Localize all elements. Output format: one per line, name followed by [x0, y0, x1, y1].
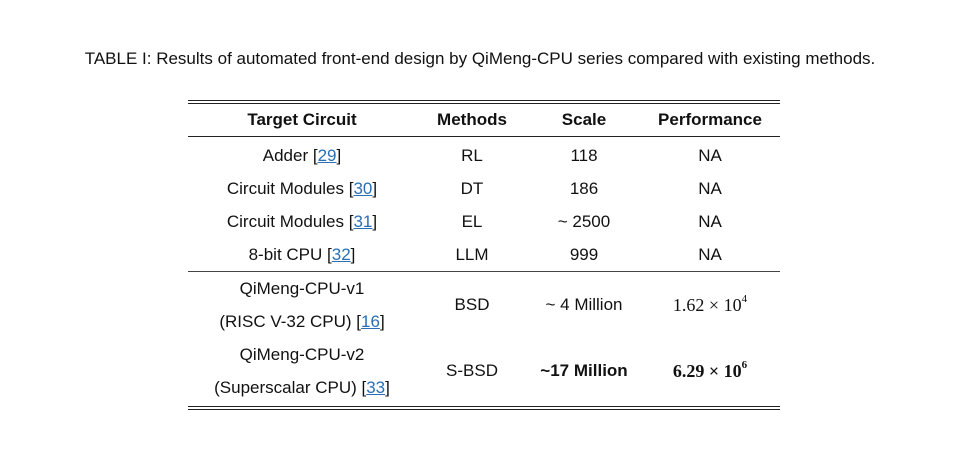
citation-link[interactable]: 33: [366, 378, 386, 397]
cell-method: LLM: [455, 244, 489, 264]
cell-method: RL: [461, 145, 483, 165]
citation-link[interactable]: 31: [353, 211, 373, 231]
cell-performance: NA: [698, 178, 722, 198]
header-methods: Methods: [416, 104, 528, 137]
table-row: 8-bit CPU [32] LLM 999 NA: [188, 238, 780, 272]
cell-target: QiMeng-CPU-v1: [188, 271, 416, 305]
cell-target-sub: (Superscalar CPU) [33]: [214, 378, 390, 397]
cell-scale: 186: [569, 178, 599, 198]
cell-target: Circuit Modules [31]: [226, 211, 378, 231]
cell-scale: 999: [569, 244, 599, 264]
cell-performance: NA: [698, 244, 722, 264]
cell-scale: ~17 Million: [540, 361, 628, 380]
cell-scale: ~ 4 Million: [528, 271, 640, 338]
header-scale: Scale: [528, 104, 640, 137]
citation-link[interactable]: 29: [317, 145, 337, 165]
table-row: (Superscalar CPU) [33]: [188, 371, 780, 404]
cell-method: S-BSD: [446, 361, 498, 380]
header-performance: Performance: [640, 104, 780, 137]
citation-link[interactable]: 32: [331, 244, 351, 264]
cell-method: EL: [461, 211, 483, 231]
results-table: Target Circuit Methods Scale Performance…: [188, 100, 780, 404]
cell-performance: NA: [698, 211, 722, 231]
cell-performance: 1.62 × 104: [640, 271, 780, 338]
table-row: Circuit Modules [31] EL ~ 2500 NA: [188, 205, 780, 238]
table-row: Circuit Modules [30] DT 186 NA: [188, 172, 780, 205]
cell-scale: ~ 2500: [557, 211, 611, 231]
table-row: (RISC V-32 CPU) [16]: [188, 305, 780, 338]
cell-target: Circuit Modules [30]: [226, 178, 378, 198]
header-row: Target Circuit Methods Scale Performance: [188, 104, 780, 137]
cell-scale: 118: [570, 145, 598, 165]
table-bottom-rule: [188, 406, 780, 410]
table-row: QiMeng-CPU-v2 S-BSD ~17 Million 6.29 × 1…: [188, 338, 780, 381]
table-row: Adder [29] RL 118 NA: [188, 137, 780, 173]
table-caption: TABLE I: Results of automated front-end …: [84, 49, 876, 68]
citation-link[interactable]: 30: [353, 178, 373, 198]
citation-link[interactable]: 16: [361, 312, 380, 331]
cell-method: DT: [460, 178, 484, 198]
cell-target-sub: (RISC V-32 CPU) [16]: [219, 312, 385, 331]
cell-method: BSD: [416, 271, 528, 338]
header-target-circuit: Target Circuit: [188, 104, 416, 137]
cell-target: 8-bit CPU [32]: [248, 244, 356, 264]
cell-target: Adder [29]: [262, 145, 342, 165]
cell-performance: 6.29 × 106: [672, 358, 748, 381]
table-row: QiMeng-CPU-v1 BSD ~ 4 Million 1.62 × 104: [188, 271, 780, 338]
cell-target: QiMeng-CPU-v2: [239, 345, 365, 364]
cell-performance: NA: [698, 145, 722, 165]
